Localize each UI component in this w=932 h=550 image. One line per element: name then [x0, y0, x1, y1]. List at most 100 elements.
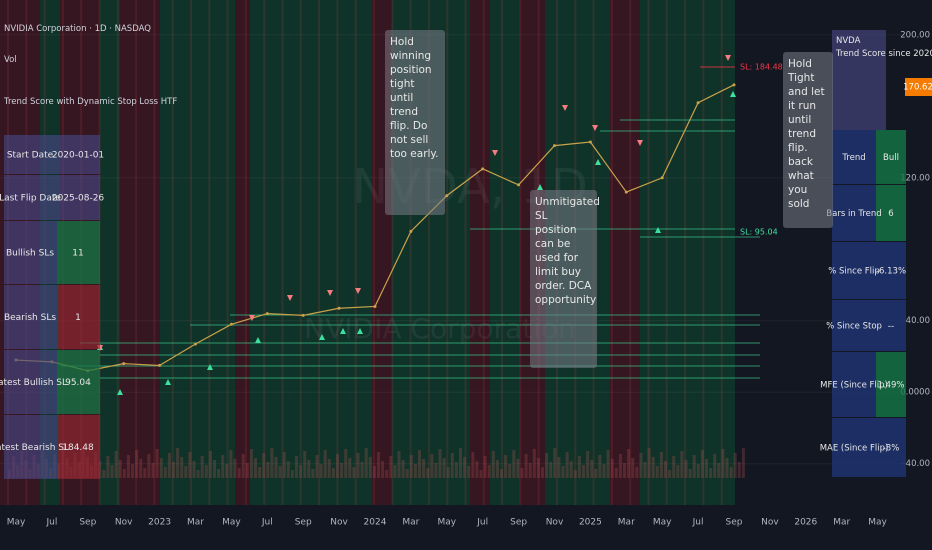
volume-bar — [122, 469, 126, 478]
price-point — [445, 194, 449, 198]
x-tick-label: 2026 — [794, 518, 817, 528]
volume-bar — [270, 448, 274, 478]
x-tick-label: Jul — [476, 518, 488, 528]
bear-marker — [637, 140, 643, 146]
volume-bar — [741, 448, 745, 478]
volume-bar — [688, 469, 692, 478]
volume-bar — [327, 459, 331, 478]
y-tick-label: 40.00 — [906, 316, 930, 326]
trend-band — [120, 0, 160, 505]
price-point — [660, 176, 664, 180]
x-tick-label: May — [653, 518, 672, 528]
volume-bar — [159, 458, 163, 478]
bear-marker — [492, 150, 498, 156]
volume-bar — [303, 451, 307, 478]
volume-bar — [545, 453, 549, 478]
x-tick-label: Mar — [187, 518, 204, 528]
volume-bar — [413, 464, 417, 478]
volume-bar — [208, 451, 212, 478]
price-point — [229, 322, 233, 326]
table-cell — [4, 135, 57, 174]
volume-bar — [676, 465, 680, 478]
volume-bar — [729, 467, 733, 478]
volume-bar — [733, 453, 737, 478]
volume-bar — [684, 460, 688, 478]
x-tick-label: Mar — [618, 518, 635, 528]
price-point — [158, 363, 162, 367]
volume-bar — [491, 451, 495, 478]
price-axis — [905, 0, 932, 505]
indicator-label: Trend Score with Dynamic Stop Loss HTF — [4, 97, 178, 107]
trend-band — [610, 0, 640, 505]
volume-bar — [315, 455, 319, 478]
table-cell — [832, 352, 876, 417]
x-tick-label: Nov — [330, 518, 348, 528]
trend-band — [640, 0, 735, 505]
volume-bar — [635, 467, 639, 478]
volume-bar — [721, 449, 725, 478]
table-cell — [57, 350, 100, 414]
volume-bar — [655, 466, 659, 478]
table-label: % Since Stop — [826, 322, 882, 332]
table-cell — [832, 130, 876, 184]
volume-bar — [500, 469, 503, 478]
volume-bar — [598, 455, 602, 478]
x-tick-label: Nov — [761, 518, 779, 528]
bear-marker — [355, 288, 361, 294]
table-label: MFE (Since Flip) — [820, 381, 888, 391]
bull-marker — [537, 184, 543, 190]
volume-bar — [692, 455, 696, 478]
table-row: MAE (Since Flip)-8% — [820, 418, 906, 477]
volume-bar — [586, 451, 590, 478]
volume-bar — [110, 465, 114, 478]
table-label: Bars in Trend — [826, 209, 881, 219]
volume-bar — [278, 466, 282, 478]
volume-bar — [647, 448, 651, 478]
annotation: Hold Tight and let it run until trend fl… — [783, 52, 833, 228]
y-tick-label: 0.0000 — [900, 388, 930, 398]
volume-bar — [713, 454, 717, 478]
trend-band — [250, 0, 372, 505]
volume-bar — [364, 448, 368, 478]
volume-bar — [102, 470, 106, 478]
volume-bar — [672, 456, 676, 478]
volume-bar — [299, 465, 303, 478]
x-tick-label: Mar — [402, 518, 419, 528]
volume-bar — [631, 458, 635, 478]
volume-bar — [717, 463, 721, 478]
volume-bar — [700, 450, 704, 478]
table-value: 11 — [72, 249, 83, 259]
table-row: Bearish SLs 1 — [4, 285, 100, 349]
volume-bar — [467, 466, 471, 478]
x-tick-label: May — [7, 518, 26, 528]
volume-bar — [323, 450, 327, 478]
volume-bar — [639, 453, 643, 478]
bear-marker — [249, 315, 255, 321]
x-tick-label: Sep — [79, 518, 96, 528]
volume-bar — [532, 449, 536, 478]
volume-bar — [176, 448, 180, 478]
volume-bar — [508, 464, 512, 478]
table-row: Trend Bull — [832, 130, 906, 184]
bull-marker — [595, 159, 601, 165]
volume-bar — [114, 451, 118, 478]
volume-bar — [668, 470, 672, 478]
table-cell — [4, 350, 57, 414]
volume-bar — [282, 452, 286, 478]
volume-bar — [582, 465, 585, 478]
table-label: % Since Flip — [828, 267, 880, 277]
volume-bar — [221, 455, 225, 478]
volume-bar — [450, 453, 454, 478]
volume-bar — [426, 468, 430, 478]
table-value: 2020-01-01 — [52, 151, 104, 161]
x-tick-label: 2024 — [364, 518, 387, 528]
volume-bar — [389, 456, 393, 478]
table-value: 1 — [75, 313, 81, 323]
volume-bar — [520, 468, 524, 478]
price-point — [265, 312, 269, 316]
volume-bar — [623, 463, 626, 478]
volume-bar — [393, 465, 397, 478]
price-point — [588, 140, 592, 144]
